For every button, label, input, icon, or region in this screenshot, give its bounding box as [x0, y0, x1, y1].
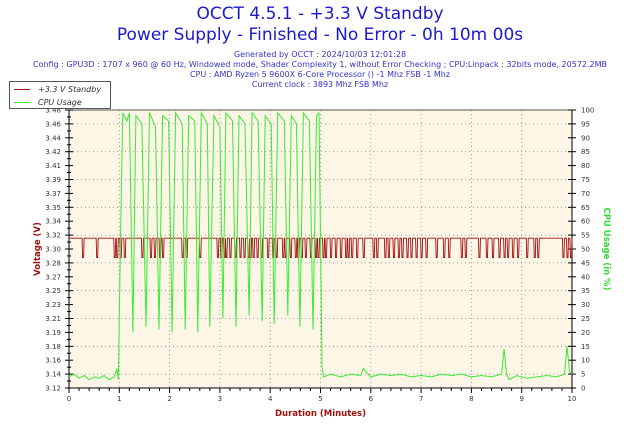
y-left-tick-label: 3.48 — [45, 107, 61, 115]
y-axis-right-label: CPU Usage (in %) — [601, 207, 611, 290]
y-right-tick-label: 85 — [581, 148, 590, 156]
y-right-tick-label: 80 — [581, 162, 590, 170]
y-right-tick-label: 15 — [581, 343, 590, 351]
x-tick-label: 4 — [268, 395, 273, 403]
legend-item-voltage: +3.3 V Standby — [10, 83, 110, 95]
y-right-tick-label: 20 — [581, 329, 590, 337]
y-right-tick-label: 5 — [581, 371, 585, 379]
y-left-tick-label: 3.23 — [45, 301, 61, 309]
x-tick-label: 7 — [419, 395, 423, 403]
y-left-tick-label: 3.16 — [45, 357, 61, 365]
y-right-tick-label: 10 — [581, 357, 590, 365]
y-right-tick-label: 65 — [581, 204, 590, 212]
y-left-tick-label: 3.30 — [45, 246, 61, 254]
x-tick-label: 10 — [568, 395, 577, 403]
x-tick-label: 9 — [519, 395, 523, 403]
x-tick-label: 3 — [218, 395, 222, 403]
y-left-tick-label: 3.37 — [45, 190, 61, 198]
legend-item-cpu: CPU Usage — [10, 96, 110, 108]
y-left-tick-label: 3.12 — [45, 385, 61, 393]
x-tick-label: 6 — [369, 395, 374, 403]
y-left-tick-label: 3.42 — [45, 148, 61, 156]
x-tick-label: 2 — [167, 395, 171, 403]
series-line-cpu — [68, 110, 573, 381]
y-right-tick-label: 45 — [581, 259, 590, 267]
y-right-tick-label: 75 — [581, 176, 590, 184]
info-clock: Current clock : 3893 Mhz FSB Mhz — [251, 80, 389, 89]
series-line-voltage — [69, 237, 573, 258]
chart-subtitle: Power Supply - Finished - No Error - 0h … — [116, 25, 524, 45]
legend: +3.3 V Standby CPU Usage — [9, 81, 111, 109]
y-left-tick-label: 3.32 — [45, 232, 61, 240]
x-tick-label: 1 — [117, 395, 121, 403]
info-config: Config : GPU3D : 1707 x 960 @ 60 Hz, Win… — [32, 60, 608, 69]
x-axis-label: Duration (Minutes) — [275, 409, 366, 419]
y-axis-left-label: Voltage (V) — [33, 222, 43, 276]
legend-swatch-voltage — [14, 88, 30, 90]
chart-title: OCCT 4.5.1 - +3.3 V Standby — [196, 4, 444, 24]
y-right-tick-label: 70 — [581, 190, 590, 198]
y-right-tick-label: 55 — [581, 232, 590, 240]
y-right-tick-label: 50 — [581, 246, 590, 254]
y-left-tick-label: 3.14 — [45, 371, 61, 379]
x-tick-label: 0 — [67, 395, 71, 403]
y-left-tick-label: 3.46 — [45, 120, 61, 128]
legend-label-cpu: CPU Usage — [38, 97, 82, 107]
legend-label-voltage: +3.3 V Standby — [38, 84, 102, 94]
info-cpu: CPU : AMD Ryzen 5 9600X 6-Core Processor… — [189, 70, 451, 79]
y-right-tick-label: 40 — [581, 273, 590, 281]
y-left-tick-label: 3.21 — [45, 315, 61, 323]
y-left-tick-label: 3.25 — [45, 287, 61, 295]
y-left-tick-label: 3.27 — [45, 273, 61, 281]
y-left-tick-label: 3.35 — [45, 204, 61, 212]
x-tick-label: 5 — [318, 395, 322, 403]
y-right-tick-label: 25 — [581, 315, 590, 323]
y-right-tick-label: 95 — [581, 120, 590, 128]
legend-swatch-cpu — [14, 101, 30, 103]
y-left-tick-label: 3.39 — [45, 176, 61, 184]
y-right-tick-label: 100 — [581, 107, 594, 115]
y-left-tick-label: 3.41 — [45, 162, 61, 170]
y-right-tick-label: 35 — [581, 287, 590, 295]
y-left-tick-label: 3.19 — [45, 329, 61, 337]
info-generated: Generated by OCCT : 2024/10/03 12:01:28 — [233, 50, 407, 59]
x-tick-label: 8 — [469, 395, 473, 403]
y-left-tick-label: 3.28 — [45, 259, 61, 267]
y-right-tick-label: 90 — [581, 134, 590, 142]
y-right-tick-label: 30 — [581, 301, 590, 309]
y-right-tick-label: 0 — [581, 385, 585, 393]
y-right-tick-label: 60 — [581, 218, 590, 226]
y-left-tick-label: 3.44 — [45, 134, 61, 142]
y-left-tick-label: 3.18 — [45, 343, 61, 351]
y-left-tick-label: 3.34 — [45, 218, 61, 226]
